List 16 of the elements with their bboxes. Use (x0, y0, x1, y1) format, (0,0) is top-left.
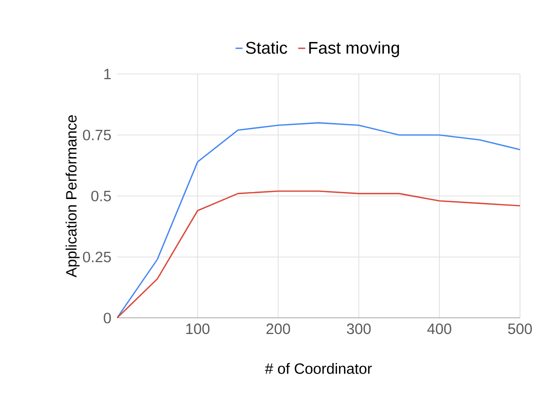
legend-label: Fast moving (309, 41, 399, 58)
y-tick-label: 0 (104, 312, 111, 324)
line-series (117, 122, 520, 318)
legend-label: Static (246, 41, 288, 54)
x-tick-label: 400 (427, 324, 452, 334)
line-series (117, 190, 520, 318)
x-tick-label: 100 (186, 324, 210, 334)
x-tick-label: 200 (266, 324, 290, 334)
x-axis-title: # of Coordinator (264, 362, 372, 374)
y-tick-label: 1 (104, 68, 111, 80)
y-tick-label: 0.25 (82, 252, 111, 262)
y-tick-label: 0.75 (82, 130, 111, 140)
x-tick-label: 300 (346, 324, 371, 334)
y-axis-title: Application Performance (66, 115, 80, 278)
x-tick-label: 500 (508, 324, 532, 334)
y-tick-label: 0.5 (91, 190, 111, 202)
